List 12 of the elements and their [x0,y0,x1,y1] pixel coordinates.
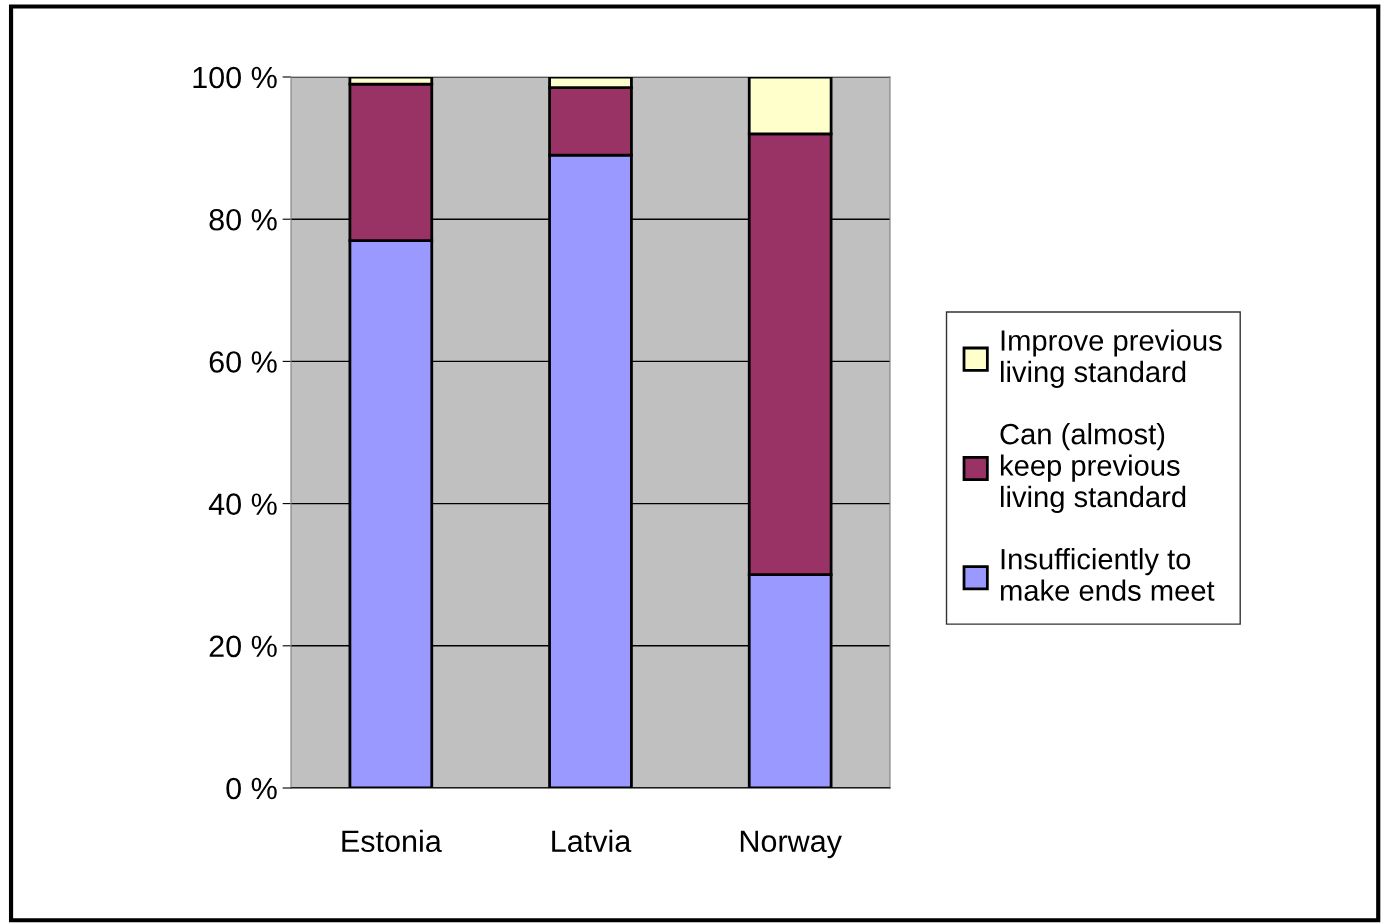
x-tick-label: Latvia [552,829,632,853]
y-tick-label: 80 % [209,208,277,231]
legend-label: Insufficiently to make ends meet [1000,548,1215,601]
y-tick-label: 20 % [209,635,277,658]
y-tick-label: 100 % [193,66,277,89]
y-tick-label: 0 % [226,777,277,800]
x-tick-label: Estonia [342,829,442,853]
y-tick-label: 60 % [209,351,277,373]
legend-label: Improve previous living standard [1000,329,1222,389]
x-tick-label: Norway [740,830,842,859]
legend-label: Can (almost) keep previous living standard [1000,423,1186,514]
y-tick-label: 40 % [208,493,277,515]
